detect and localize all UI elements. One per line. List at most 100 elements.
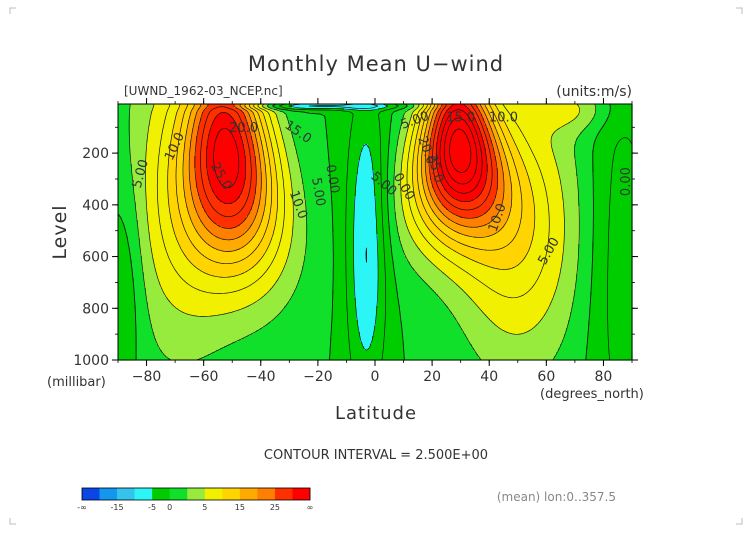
field-cell [118, 190, 135, 193]
contour-line [167, 103, 536, 278]
field-cell [210, 274, 239, 277]
field-cell [118, 162, 131, 165]
field-cell [574, 154, 593, 157]
field-cell [588, 336, 633, 339]
field-cell [288, 252, 307, 255]
field-cell [354, 294, 379, 297]
field-cell [564, 338, 589, 341]
field-cell [388, 160, 397, 163]
field-cell [404, 344, 473, 347]
field-cell [538, 322, 569, 325]
x-tick-label: −40 [246, 369, 276, 385]
field-cell [154, 266, 197, 269]
field-cell [436, 158, 487, 161]
field-cell [354, 276, 379, 279]
field-cell [252, 222, 261, 225]
field-cell [118, 314, 137, 317]
field-cell [238, 198, 255, 201]
field-cell [210, 130, 241, 133]
field-cell [260, 260, 287, 263]
field-cell [172, 226, 195, 229]
field-cell [300, 276, 335, 279]
field-cell [430, 170, 439, 173]
field-cell [494, 202, 503, 205]
field-cell [470, 342, 563, 345]
field-cell [378, 236, 391, 239]
field-cell [390, 244, 403, 247]
field-cell [280, 312, 333, 315]
field-cell [530, 182, 561, 185]
field-cell [330, 178, 357, 181]
field-cell [332, 226, 355, 229]
field-cell [146, 160, 169, 163]
field-cell [290, 168, 301, 171]
chart-title: Monthly Mean U−wind [248, 52, 504, 76]
field-cell [184, 146, 191, 149]
field-cell [486, 212, 499, 215]
field-cell [154, 332, 255, 335]
field-cell [456, 198, 475, 201]
field-cell [424, 142, 427, 145]
field-cell [562, 190, 579, 193]
field-cell [488, 164, 497, 167]
field-cell [190, 174, 197, 177]
field-cell [428, 202, 435, 205]
field-cell [574, 156, 593, 159]
field-cell [128, 242, 141, 245]
field-cell [264, 118, 279, 121]
field-cell [436, 152, 487, 155]
field-cell [420, 104, 429, 107]
field-cell [266, 324, 333, 327]
field-cell [290, 246, 307, 249]
field-cell [496, 142, 503, 145]
field-cell [142, 258, 155, 261]
field-cell [406, 258, 429, 261]
field-cell [246, 230, 259, 233]
field-cell [332, 210, 355, 213]
field-cell [492, 132, 499, 135]
field-cell [334, 242, 355, 245]
field-cell [198, 134, 209, 137]
field-cell [150, 114, 177, 117]
field-cell [252, 140, 257, 143]
field-cell [186, 256, 263, 259]
field-cell [442, 122, 477, 125]
field-cell [438, 170, 489, 173]
field-cell [332, 290, 355, 293]
field-cell [458, 232, 497, 235]
field-cell [130, 120, 151, 123]
field-cell [146, 298, 169, 301]
field-cell [424, 140, 429, 143]
field-cell [146, 166, 169, 169]
field-cell [404, 252, 423, 255]
field-cell [358, 168, 373, 171]
field-cell [228, 312, 281, 315]
field-cell [432, 110, 435, 113]
field-cell [190, 186, 197, 189]
field-cell [150, 122, 175, 125]
field-cell [126, 230, 139, 233]
field-cell [390, 242, 401, 245]
field-cell [216, 350, 331, 353]
field-cell [550, 306, 573, 309]
contour-line [182, 103, 513, 252]
field-cell [388, 146, 397, 149]
field-cell [256, 182, 263, 185]
field-cell [260, 156, 265, 159]
field-cell [198, 110, 205, 113]
field-cell [564, 212, 581, 215]
field-cell [578, 194, 595, 197]
field-cell [592, 274, 633, 277]
field-cell [292, 238, 307, 241]
field-cell [498, 148, 505, 151]
field-cell [294, 204, 307, 207]
field-cell [272, 236, 293, 239]
field-cell [436, 214, 445, 217]
field-cell [592, 256, 633, 259]
field-cell [426, 194, 431, 197]
field-cell [484, 142, 493, 145]
field-cell [190, 114, 197, 117]
field-cell [422, 164, 427, 167]
field-cell [136, 340, 157, 343]
field-cell [258, 208, 265, 211]
